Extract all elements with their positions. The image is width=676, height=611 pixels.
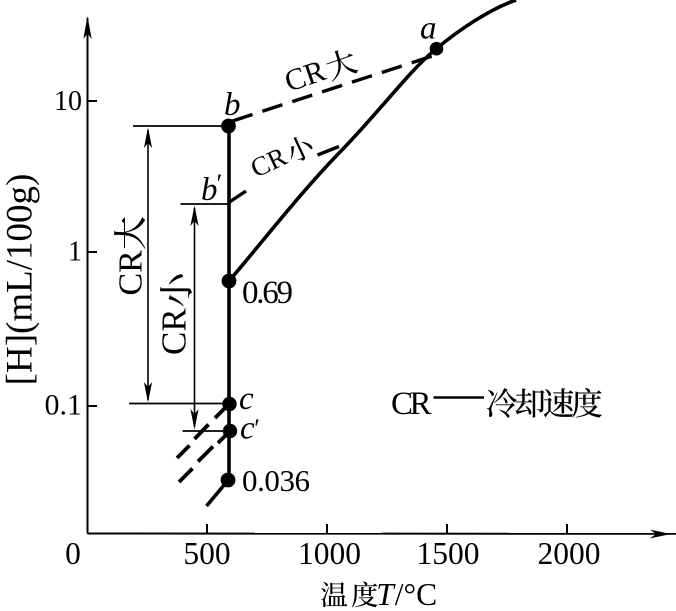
svg-text:10: 10 (54, 86, 82, 117)
svg-text:1: 1 (68, 237, 82, 268)
svg-text:1000: 1000 (298, 536, 361, 571)
svg-text:0.69: 0.69 (242, 275, 293, 311)
svg-text:b: b (224, 87, 241, 123)
svg-text:a: a (420, 11, 437, 47)
svg-text:2000: 2000 (538, 536, 601, 571)
svg-text:CR: CR (391, 386, 432, 422)
svg-text:[H](mL/100g): [H](mL/100g) (0, 174, 41, 386)
svg-text:0.036: 0.036 (242, 463, 310, 498)
svg-text:CR: CR (113, 250, 150, 296)
svg-text:0.1: 0.1 (45, 389, 83, 422)
svg-text:T: T (376, 577, 396, 611)
svg-text:/°C: /°C (395, 577, 437, 611)
svg-text:0: 0 (65, 536, 81, 571)
svg-text:CR: CR (155, 308, 194, 355)
svg-text:500: 500 (183, 536, 230, 571)
svg-text:1500: 1500 (417, 536, 480, 571)
svg-text:c: c (239, 381, 254, 417)
svg-text:c′: c′ (240, 411, 259, 447)
svg-text:b′: b′ (201, 169, 221, 208)
